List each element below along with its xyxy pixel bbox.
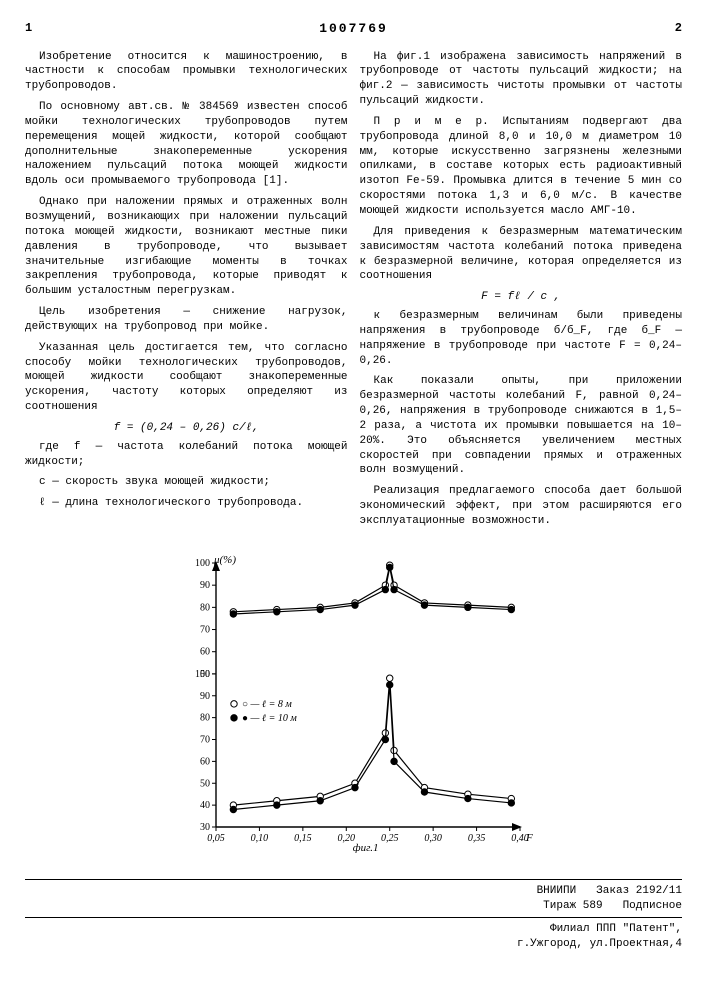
para: Для приведения к безразмерным математиче… (360, 225, 683, 284)
svg-text:70: 70 (200, 624, 210, 635)
svg-text:0,05: 0,05 (207, 833, 225, 844)
right-column: На фиг.1 изображена зависимость напряжен… (360, 50, 683, 535)
chart-svg: 5060708090100304050607080901000,050,100,… (174, 553, 534, 853)
page-header: 1 1007769 2 (25, 20, 682, 38)
para: На фиг.1 изображена зависимость напряжен… (360, 50, 683, 109)
svg-text:0,15: 0,15 (294, 833, 312, 844)
svg-text:40: 40 (200, 800, 210, 811)
svg-text:80: 80 (200, 602, 210, 613)
svg-text:F: F (525, 832, 533, 844)
body-columns: Изобретение относится к машиностроению, … (25, 50, 682, 535)
footer-branch: Филиал ППП "Патент", (25, 922, 682, 937)
para: По основному авт.св. № 384569 известен с… (25, 100, 348, 189)
where-line: где f — частота колебаний потока моющей … (25, 440, 348, 470)
svg-text:100: 100 (195, 669, 210, 680)
svg-text:0,30: 0,30 (424, 833, 442, 844)
svg-text:60: 60 (200, 756, 210, 767)
where-line: c — скорость звука моющей жидкости; (25, 475, 348, 490)
svg-text:90: 90 (200, 691, 210, 702)
formula-f: f = (0,24 – 0,26) c/ℓ, (25, 421, 348, 436)
svg-text:○ — ℓ = 8 м: ○ — ℓ = 8 м (242, 699, 292, 710)
svg-text:0,10: 0,10 (250, 833, 268, 844)
para: Цель изобретения — снижение нагрузок, де… (25, 305, 348, 335)
svg-text:100: 100 (195, 558, 210, 569)
svg-text:0,35: 0,35 (467, 833, 485, 844)
left-column: Изобретение относится к машиностроению, … (25, 50, 348, 535)
figure-1-chart: 5060708090100304050607080901000,050,100,… (174, 553, 534, 859)
para: Указанная цель достигается тем, что согл… (25, 341, 348, 415)
para: П р и м е р. Испытаниям подвергают два т… (360, 115, 683, 219)
para: Изобретение относится к машиностроению, … (25, 50, 348, 95)
imprint-footer: ВНИИПИ Заказ 2192/11 Тираж 589 Подписное… (25, 879, 682, 952)
footer-sign: Подписное (623, 899, 682, 914)
svg-text:80: 80 (200, 712, 210, 723)
svg-text:90: 90 (200, 580, 210, 591)
patent-number: 1007769 (319, 20, 388, 38)
footer-tirazh: Тираж 589 (543, 899, 602, 914)
svg-text:70: 70 (200, 734, 210, 745)
where-line: ℓ — длина технологического трубопровода. (25, 496, 348, 511)
para: Однако при наложении прямых и отраженных… (25, 195, 348, 299)
para: Как показали опыты, при приложении безра… (360, 374, 683, 478)
formula-F: F = fℓ / c , (360, 290, 683, 305)
footer-order: Заказ 2192/11 (596, 884, 682, 899)
para: Реализация предлагаемого способа дает бо… (360, 484, 683, 529)
page-num-right: 2 (675, 20, 682, 38)
svg-text:30: 30 (200, 822, 210, 833)
svg-text:0,25: 0,25 (380, 833, 398, 844)
footer-addr: г.Ужгород, ул.Проектная,4 (25, 937, 682, 952)
svg-text:50: 50 (200, 778, 210, 789)
footer-org: ВНИИПИ (537, 884, 577, 899)
svg-text:фиг.1: фиг.1 (352, 842, 378, 853)
para: к безразмерным величинам были приведены … (360, 309, 683, 368)
svg-text:● — ℓ = 10 м: ● — ℓ = 10 м (242, 713, 297, 724)
svg-text:μ(%): μ(%) (213, 554, 236, 566)
page-num-left: 1 (25, 20, 32, 38)
svg-text:60: 60 (200, 647, 210, 658)
